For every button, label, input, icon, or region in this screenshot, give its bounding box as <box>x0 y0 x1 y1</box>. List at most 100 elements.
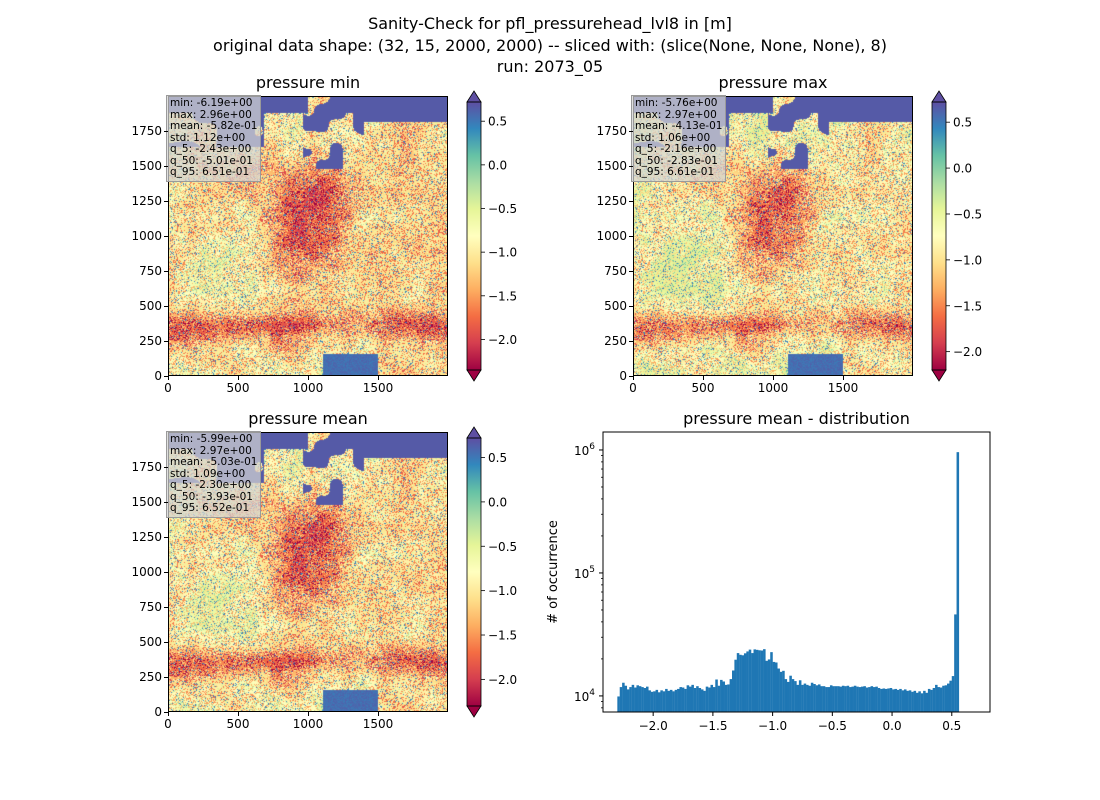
colorbar-extend-bottom <box>466 705 482 718</box>
histogram-bar <box>810 682 814 712</box>
stats-line: min: -5.76e+00 <box>635 97 718 109</box>
y-tick-mark <box>164 676 168 678</box>
histogram-bar <box>698 687 702 712</box>
histogram-bar <box>758 650 761 712</box>
panel-title: pressure mean <box>248 409 368 428</box>
histogram-bar <box>748 649 752 712</box>
colorbar: 0.5 0.0 −0.5 −1.0 −1.5 −2.0 <box>466 90 517 382</box>
x-tick-label: 0 <box>164 717 172 731</box>
histogram-bar <box>708 687 711 712</box>
colorbar-tick-label: 0.0 <box>953 162 972 176</box>
stats-line: q_50: -5.01e-01 <box>170 154 253 167</box>
colorbar-gradient <box>467 102 481 370</box>
histogram-bar <box>689 686 692 712</box>
histogram-bar <box>770 652 773 712</box>
histogram-bar <box>927 688 931 712</box>
stats-line: max: 2.97e+00 <box>635 108 717 121</box>
histogram-bar <box>722 681 725 712</box>
y-tick-mark <box>164 165 168 167</box>
histogram-bar <box>832 686 835 712</box>
y-tick-label: 750 <box>139 264 162 278</box>
colorbar-frame <box>466 101 482 371</box>
y-tick-label: 250 <box>139 334 162 348</box>
colorbar: 0.5 0.0 −0.5 −1.0 −1.5 −2.0 <box>466 426 517 718</box>
x-tick-mark <box>307 376 309 380</box>
x-tick-label: 1000 <box>292 717 324 731</box>
x-tick-label: −0.5 <box>818 719 847 733</box>
histogram-bar <box>951 676 955 712</box>
histogram-bar <box>734 659 737 712</box>
y-axis-label: # of occurrence <box>546 520 561 624</box>
histogram-bar <box>746 651 749 712</box>
histogram-bar <box>853 685 857 712</box>
histogram-bar <box>956 452 960 712</box>
histogram-bar <box>729 679 733 712</box>
histogram-bar <box>681 687 685 712</box>
y-tick-label: 750 <box>604 264 627 278</box>
y-tick-label: 1750 <box>131 460 162 474</box>
stats-box: min: -5.99e+00 max: 2.97e+00 mean: -5.03e-… <box>166 431 262 518</box>
panel-title: pressure min <box>255 73 361 92</box>
stats-line: q_5: -2.43e+00 <box>170 143 252 155</box>
histogram-bar <box>861 686 864 712</box>
y-tick-mark <box>629 340 633 342</box>
histogram-bar <box>815 685 819 712</box>
stats-line: max: 2.97e+00 <box>170 444 252 457</box>
histogram-bar <box>870 686 874 712</box>
y-tick-label: 106 <box>574 442 595 458</box>
histogram-bar <box>696 686 699 712</box>
histogram-bar <box>634 687 637 712</box>
histogram-bar <box>655 689 659 712</box>
colorbar-tick-label: −2.0 <box>488 333 517 347</box>
stats-line: q_95: 6.61e-01 <box>635 166 715 178</box>
y-tick-mark <box>629 305 633 307</box>
figure-title-line3: run: 2073_05 <box>496 57 604 76</box>
stats-box: min: -6.19e+00 max: 2.96e+00 mean: -5.82e-… <box>166 95 262 182</box>
histogram-bar <box>923 690 926 712</box>
x-tick-mark <box>307 712 309 716</box>
colorbar-tick-label: −2.0 <box>488 673 517 687</box>
y-tick-mark <box>629 375 633 377</box>
y-tick-mark <box>164 571 168 573</box>
colorbar-tick-label: 0.0 <box>488 495 507 509</box>
histogram-bar <box>944 685 948 712</box>
x-tick-mark <box>377 712 379 716</box>
y-tick-mark <box>629 200 633 202</box>
y-tick-mark <box>629 130 633 132</box>
y-tick-label: 1500 <box>596 159 627 173</box>
histogram-bar <box>667 690 671 712</box>
histogram-bar <box>720 679 723 712</box>
y-tick-mark <box>164 641 168 643</box>
histogram-bar <box>827 687 831 712</box>
histogram-bar <box>650 691 654 712</box>
histogram-bar <box>856 686 859 712</box>
y-tick-mark <box>164 606 168 608</box>
histogram-bar <box>875 686 878 712</box>
colorbar-tick-label: 0.0 <box>488 158 507 172</box>
histogram-bar <box>818 684 821 712</box>
histogram-bar <box>930 689 933 712</box>
histogram-bar <box>911 691 914 712</box>
histogram-bar <box>631 684 635 712</box>
histogram-bar <box>626 689 630 712</box>
stats-line: std: 1.09e+00 <box>170 467 246 480</box>
histogram-bar <box>779 671 783 712</box>
y-tick-mark <box>164 501 168 503</box>
histogram-bar <box>677 688 680 712</box>
y-tick-mark <box>164 130 168 132</box>
histogram-bar <box>858 687 862 712</box>
histogram-bar <box>665 688 668 712</box>
x-tick-label: 1500 <box>362 381 394 395</box>
histogram-bar <box>643 687 647 712</box>
histogram-bar <box>684 688 687 712</box>
y-tick-label: 1250 <box>131 194 162 208</box>
histogram-bar <box>798 680 802 712</box>
histogram-bar <box>796 684 800 712</box>
histogram-bar <box>829 685 833 712</box>
histogram-bar <box>693 687 697 712</box>
x-tick-label: −1.0 <box>758 719 787 733</box>
x-tick-mark <box>377 376 379 380</box>
x-tick-mark <box>167 712 169 716</box>
colorbar-tick-label: −0.5 <box>488 202 517 216</box>
x-tick-label: −2.0 <box>639 719 668 733</box>
